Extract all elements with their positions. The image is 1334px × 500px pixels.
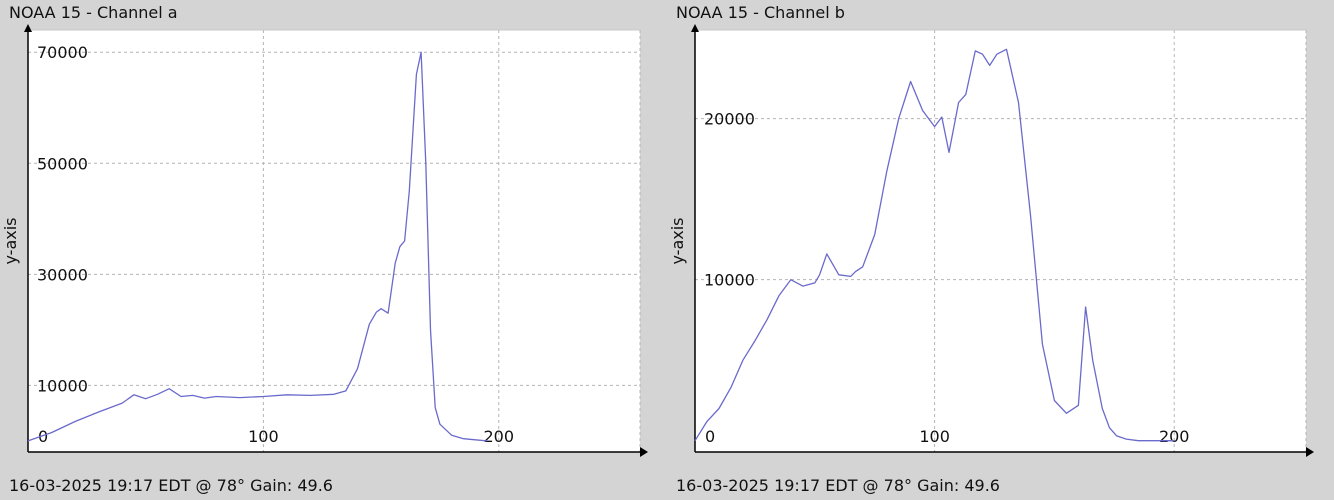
x-tick-label: 100 [248,427,279,446]
y-axis-title: y-axis [668,217,687,264]
chart-panel-a: NOAA 15 - Channel a 0 100 200 10000 30000 500… [1,3,648,495]
y-tick-label: 20000 [704,110,755,129]
series-line [27,51,488,442]
series-line [694,48,1175,442]
y-tick-label: 10000 [37,376,88,395]
x-tick-label: 0 [38,427,48,446]
y-tick-label: 30000 [37,265,88,284]
y-axis-title: y-axis [1,217,20,264]
chart-footer: 16-03-2025 19:17 EDT @ 78° Gain: 49.6 [676,476,1000,495]
chart-panel-b: NOAA 15 - Channel b 0 100 200 10000 20000 y-a… [667,0,1334,500]
x-tick-label: 200 [1159,427,1190,446]
y-tick-label: 70000 [37,43,88,62]
y-axis-arrow [691,24,699,32]
plot-area [695,30,1306,452]
chart-plot-b: 0 100 200 10000 20000 y-axis [668,24,1314,457]
y-axis-arrow [24,24,32,32]
chart-plot-a: 0 100 200 10000 30000 50000 70000 y-axis [1,24,648,457]
x-axis-arrow [1306,447,1314,457]
chart-footer: 16-03-2025 19:17 EDT @ 78° Gain: 49.6 [9,476,333,495]
x-tick-label: 100 [919,427,950,446]
x-tick-label: 200 [483,427,514,446]
x-tick-label: 0 [705,427,715,446]
x-axis-arrow [640,447,648,457]
y-tick-label: 50000 [37,154,88,173]
chart-title: NOAA 15 - Channel b [676,3,845,22]
plot-area [28,30,640,452]
chart-title: NOAA 15 - Channel a [9,3,178,22]
y-tick-label: 10000 [704,271,755,290]
